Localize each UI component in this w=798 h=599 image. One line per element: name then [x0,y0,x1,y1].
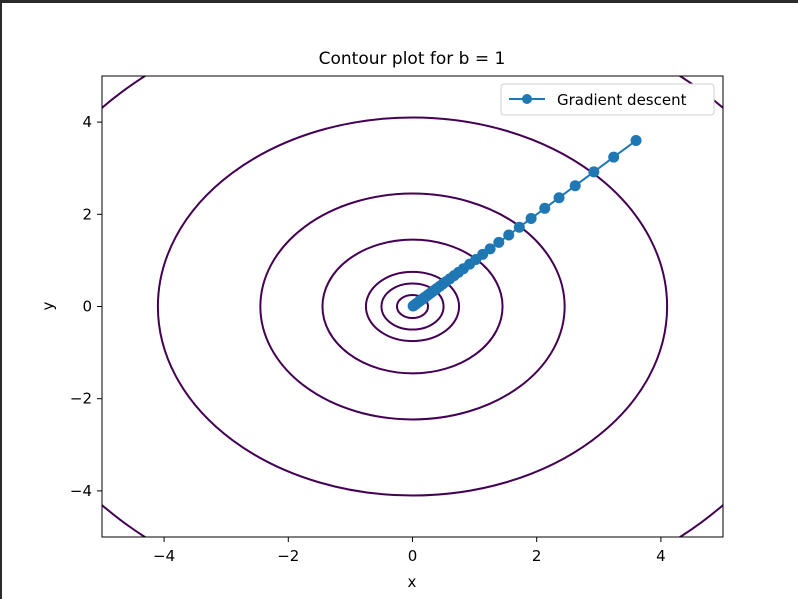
x-axis-ticks: −4 −2 0 2 4 [153,537,666,565]
gradient-descent-series [407,135,642,312]
chart-title: Contour plot for b = 1 [319,49,506,69]
y-tick-label: −2 [70,390,92,408]
data-point [553,192,565,204]
x-axis-label: x [408,573,417,591]
x-tick-label: 0 [408,547,418,565]
legend-label-gradient-descent: Gradient descent [557,91,687,109]
data-point [513,221,525,233]
y-axis-label: y [39,301,57,310]
y-tick-label: 2 [82,205,92,223]
window-left-border [0,0,2,599]
legend: Gradient descent [500,83,715,116]
data-point [407,300,419,312]
contour-level-1 [380,282,445,331]
window-top-border [0,0,798,3]
contour-lines [102,76,723,537]
contour-level-5 [156,116,669,497]
x-tick-label: −2 [277,547,299,565]
legend-dot-marker [522,94,532,104]
data-point [588,166,600,178]
x-tick-label: −4 [153,547,175,565]
contour-level-3 [321,238,504,375]
data-point [539,202,551,214]
contour-level-4 [259,192,566,421]
contour-level-0 [395,293,430,320]
y-tick-label: −4 [70,482,92,500]
data-point [630,135,642,147]
contour-level-2 [364,270,461,343]
data-point [525,212,537,224]
y-tick-label: 0 [82,298,92,316]
data-point [608,151,620,163]
x-tick-label: 4 [656,547,666,565]
data-point [493,236,505,248]
data-point [503,229,515,241]
y-axis-ticks: −4 −2 0 2 4 [70,113,102,500]
x-tick-label: 2 [532,547,542,565]
y-tick-label: 4 [82,113,92,131]
data-point [569,180,581,192]
legend-box [500,83,715,116]
